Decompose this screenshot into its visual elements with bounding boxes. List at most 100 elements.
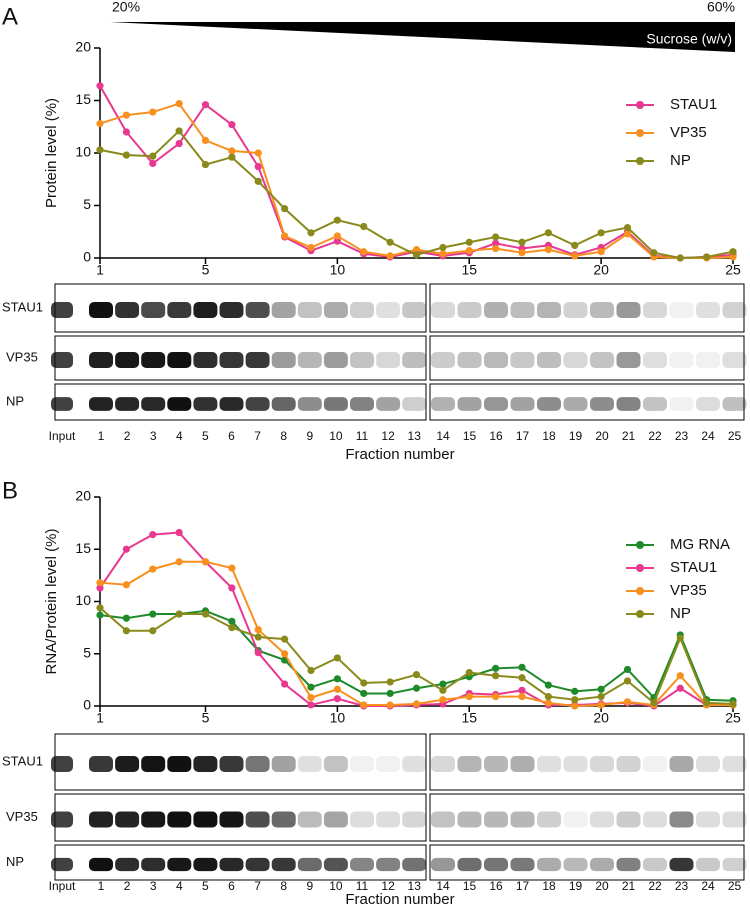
data-point xyxy=(96,146,104,154)
blot-band xyxy=(616,302,641,318)
lane-label: 21 xyxy=(622,429,636,443)
blot-band xyxy=(323,811,348,828)
data-point xyxy=(254,149,262,157)
blot-band xyxy=(323,352,348,368)
data-point xyxy=(281,635,289,643)
legend-marker xyxy=(636,610,644,618)
blot-row-label: STAU1 xyxy=(2,299,43,314)
data-point xyxy=(623,665,632,674)
data-point xyxy=(386,701,394,709)
blot-box xyxy=(429,335,745,381)
x-tick-label: 5 xyxy=(202,710,210,726)
legend-marker xyxy=(636,564,644,572)
data-point xyxy=(96,579,104,587)
x-tick-label: 10 xyxy=(330,262,346,278)
blot-band xyxy=(271,756,296,772)
blot-band xyxy=(616,857,641,872)
lane-label: 3 xyxy=(150,429,157,443)
blot-band xyxy=(115,352,140,368)
lane-label: 15 xyxy=(463,429,477,443)
blot-band xyxy=(51,302,73,318)
blot-row-label: STAU1 xyxy=(2,753,43,768)
data-point xyxy=(360,679,368,687)
blot-band xyxy=(616,811,641,828)
y-tick-label: 10 xyxy=(75,144,91,160)
blot-band xyxy=(563,811,588,828)
data-point xyxy=(228,153,236,161)
blot-band xyxy=(696,811,720,828)
blot-band xyxy=(616,352,641,368)
y-tick-label: 20 xyxy=(75,488,91,504)
blot-band xyxy=(537,397,561,411)
data-point xyxy=(201,610,210,618)
blot-band xyxy=(457,857,482,872)
blot-band xyxy=(51,857,73,872)
data-point xyxy=(122,614,130,622)
lane-label: 23 xyxy=(675,879,689,893)
lane-label: 18 xyxy=(542,879,556,893)
legend-marker xyxy=(636,587,644,595)
blot-band xyxy=(457,397,482,411)
blot-band xyxy=(297,397,322,411)
blot-band xyxy=(323,302,348,318)
blot-band xyxy=(219,352,244,368)
blot-band xyxy=(431,811,455,828)
data-point xyxy=(412,251,421,259)
blot-band xyxy=(51,811,73,828)
blot-band xyxy=(376,397,401,411)
blot-band xyxy=(590,756,614,772)
y-tick-label: 20 xyxy=(75,39,91,55)
blot-row-label: VP35 xyxy=(6,349,38,364)
blot-band xyxy=(245,397,270,411)
blot-band xyxy=(350,811,374,828)
blot-band xyxy=(722,756,747,772)
blot-band xyxy=(51,756,73,772)
x-tick-label: 1 xyxy=(96,262,104,278)
blot-band xyxy=(89,302,113,318)
blot-row-label: NP xyxy=(6,854,24,869)
data-point xyxy=(518,238,526,246)
x-tick-label: 25 xyxy=(725,262,741,278)
legend-marker xyxy=(636,157,644,165)
lane-label: 25 xyxy=(728,879,742,893)
y-axis-title: Protein level (%) xyxy=(43,98,60,208)
blot-band xyxy=(537,302,561,318)
data-point xyxy=(254,633,262,641)
x-tick-label: 10 xyxy=(330,710,346,726)
gradient-label: Sucrose (w/v) xyxy=(646,31,732,47)
blot-band xyxy=(376,857,401,872)
data-point xyxy=(360,701,368,709)
blot-band xyxy=(219,811,244,828)
gradient-wedge xyxy=(110,22,735,52)
data-point xyxy=(623,677,632,685)
blot-band xyxy=(89,352,113,368)
data-point xyxy=(122,627,130,635)
blot-band xyxy=(643,302,667,318)
data-point xyxy=(623,230,632,238)
data-point xyxy=(439,250,447,258)
blot-band xyxy=(297,811,322,828)
lane-label: 19 xyxy=(569,429,583,443)
x-tick-label: 1 xyxy=(96,710,104,726)
blot-band xyxy=(616,397,641,411)
lane-label: 22 xyxy=(648,879,662,893)
blot-box xyxy=(429,733,745,791)
data-point xyxy=(307,683,315,691)
blot-band xyxy=(669,756,694,772)
lane-label: 6 xyxy=(228,429,235,443)
blot-band xyxy=(669,811,694,828)
data-point xyxy=(465,238,473,246)
blot-band xyxy=(457,352,482,368)
lane-label: 10 xyxy=(329,879,343,893)
blot-band xyxy=(115,397,140,411)
blot-band xyxy=(323,397,348,411)
blot-band xyxy=(696,397,720,411)
blot-band xyxy=(193,756,218,772)
blot-band xyxy=(669,397,694,411)
blot-band xyxy=(245,811,270,828)
blot-row-label: NP xyxy=(6,393,24,408)
blot-band xyxy=(219,397,244,411)
data-point xyxy=(175,610,183,618)
blot-band xyxy=(167,756,192,772)
data-point xyxy=(623,698,632,706)
